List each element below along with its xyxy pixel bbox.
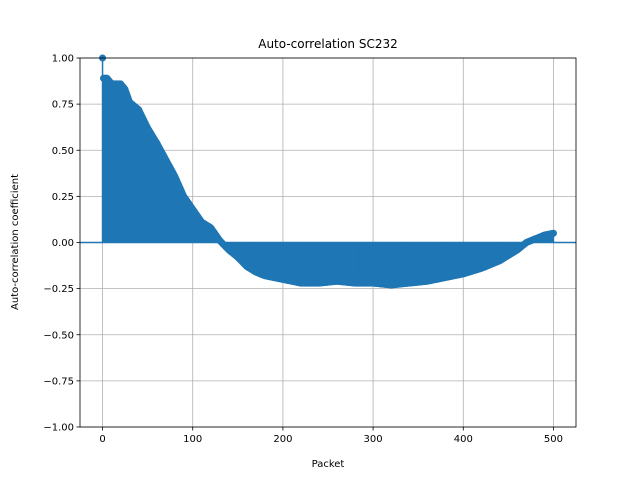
x-tick-label: 0 — [99, 434, 105, 445]
x-tick-label: 100 — [183, 434, 202, 445]
x-tick-label: 500 — [544, 434, 563, 445]
x-tick-label: 200 — [273, 434, 292, 445]
ticks: 0 100 200 300 400 500 1.00 0.75 0.50 0.25 0.00 −0.2… — [43, 54, 563, 446]
y-tick-label: 1.00 — [52, 54, 74, 65]
stem-marker — [549, 229, 557, 237]
y-axis-label: Auto-correlation coefficient — [10, 174, 21, 310]
y-tick-label: 0.25 — [52, 192, 74, 203]
y-tick-label: −0.75 — [43, 376, 74, 387]
x-tick-label: 400 — [454, 434, 473, 445]
markers — [99, 54, 557, 289]
chart-title: Auto-correlation SC232 — [258, 37, 398, 51]
y-tick-label: −0.25 — [43, 284, 74, 295]
y-tick-label: 0.50 — [52, 146, 74, 157]
x-axis-label: Packet — [312, 459, 345, 470]
y-tick-label: −1.00 — [43, 423, 74, 434]
x-tick-label: 300 — [364, 434, 383, 445]
y-tick-label: −0.50 — [43, 330, 74, 341]
y-tick-label: 0.75 — [52, 100, 74, 111]
y-tick-label: 0.00 — [52, 238, 74, 249]
